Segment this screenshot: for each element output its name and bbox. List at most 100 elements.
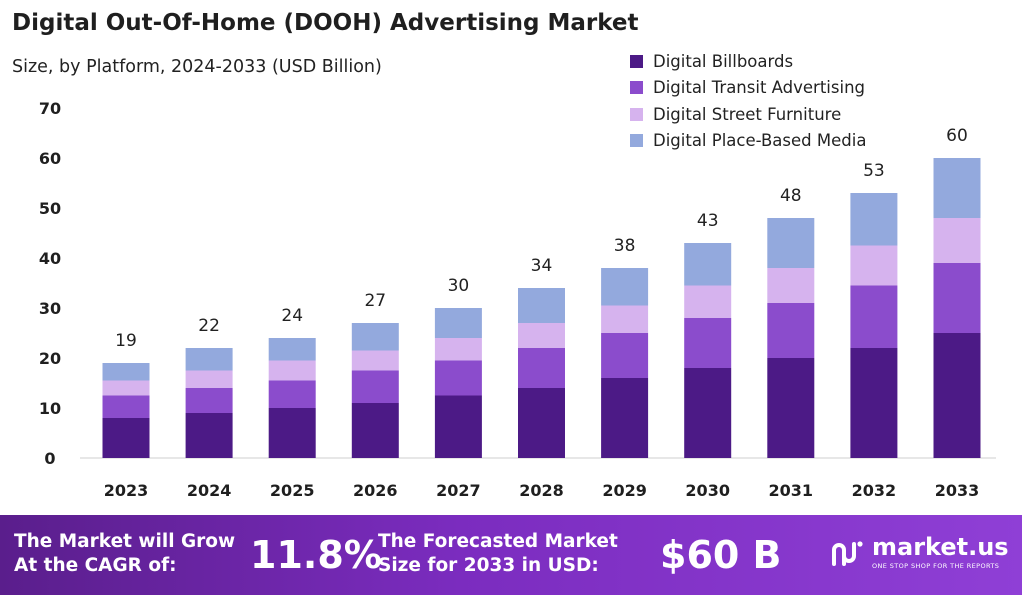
forecast-label-line1: The Forecasted Market bbox=[378, 531, 618, 552]
x-tick-label: 2028 bbox=[519, 481, 564, 500]
bar-segment bbox=[518, 388, 565, 458]
y-tick-label: 70 bbox=[39, 99, 61, 118]
bar-segment bbox=[933, 218, 981, 263]
x-tick-label: 2027 bbox=[436, 481, 481, 500]
y-tick-label: 10 bbox=[39, 399, 61, 418]
brand-logo[interactable]: market.us ONE STOP SHOP FOR THE REPORTS bbox=[830, 535, 1009, 570]
x-tick-label: 2031 bbox=[769, 481, 814, 500]
bar-segment bbox=[518, 288, 565, 323]
total-label: 60 bbox=[946, 126, 968, 146]
bar-segment bbox=[601, 305, 649, 333]
bar-stacks bbox=[102, 158, 981, 458]
legend-label: Digital Billboards bbox=[653, 51, 794, 71]
bar-segment bbox=[434, 360, 482, 396]
total-label: 53 bbox=[863, 161, 885, 181]
total-label: 43 bbox=[697, 211, 719, 231]
legend-item: Digital Place-Based Media bbox=[630, 128, 866, 155]
bar-segment bbox=[767, 218, 815, 268]
total-label: 19 bbox=[115, 331, 137, 351]
bar-segment bbox=[351, 323, 399, 351]
bar-segment bbox=[268, 380, 316, 408]
bar-segment bbox=[684, 285, 732, 318]
bar-segment bbox=[850, 193, 898, 246]
bar-segment bbox=[268, 408, 316, 458]
total-label: 34 bbox=[531, 256, 553, 276]
bar-segment bbox=[268, 360, 316, 381]
legend-swatch bbox=[630, 81, 643, 95]
bar-segment bbox=[933, 263, 981, 333]
bar-segment bbox=[185, 413, 233, 458]
bar-segment bbox=[434, 395, 482, 458]
chart-title: Digital Out-Of-Home (DOOH) Advertising M… bbox=[12, 10, 639, 36]
total-labels: 19 22 24 27 30 34 38 43 48 53 60 bbox=[115, 126, 968, 351]
bar-segment bbox=[185, 370, 233, 388]
bar-segment bbox=[102, 418, 150, 458]
logo-text: market.us ONE STOP SHOP FOR THE REPORTS bbox=[872, 535, 1009, 570]
total-label: 48 bbox=[780, 186, 802, 206]
bar-segment bbox=[351, 370, 399, 403]
legend-item: Digital Street Furniture bbox=[630, 101, 866, 128]
y-tick-label: 40 bbox=[39, 249, 61, 268]
forecast-value: $60 B bbox=[660, 533, 782, 577]
y-tick-label: 20 bbox=[39, 349, 61, 368]
y-tick-label: 60 bbox=[39, 149, 61, 168]
legend-swatch bbox=[630, 54, 643, 68]
y-tick-label: 50 bbox=[39, 199, 61, 218]
logo-tagline: ONE STOP SHOP FOR THE REPORTS bbox=[872, 562, 1000, 570]
cagr-label: The Market will Grow At the CAGR of: bbox=[14, 530, 235, 578]
cagr-label-line2: At the CAGR of: bbox=[14, 555, 177, 576]
legend-swatch bbox=[630, 134, 643, 148]
bar-segment bbox=[850, 245, 898, 286]
bar-segment bbox=[850, 348, 898, 458]
bar-segment bbox=[102, 395, 150, 418]
bar-segment bbox=[601, 378, 649, 458]
x-tick-label: 2033 bbox=[935, 481, 980, 500]
legend-label: Digital Place-Based Media bbox=[653, 131, 867, 151]
bar-segment bbox=[102, 380, 150, 396]
legend-item: Digital Transit Advertising bbox=[630, 75, 866, 102]
bar-segment bbox=[351, 403, 399, 458]
y-axis-ticks: 0 10 20 30 40 50 60 70 bbox=[39, 99, 61, 468]
bar-segment bbox=[601, 268, 649, 306]
bar-segment bbox=[185, 388, 233, 413]
legend: Digital Billboards Digital Transit Adver… bbox=[630, 48, 866, 154]
bar-segment bbox=[434, 338, 482, 361]
bar-segment bbox=[518, 348, 565, 388]
bar-segment bbox=[518, 323, 565, 348]
x-tick-label: 2024 bbox=[187, 481, 232, 500]
legend-label: Digital Street Furniture bbox=[653, 104, 842, 124]
bar-segment bbox=[185, 348, 233, 371]
chart-subtitle: Size, by Platform, 2024-2033 (USD Billio… bbox=[12, 57, 382, 77]
bar-segment bbox=[601, 333, 649, 378]
total-label: 22 bbox=[198, 316, 220, 336]
bar-segment bbox=[351, 350, 399, 371]
x-tick-label: 2029 bbox=[602, 481, 647, 500]
legend-item: Digital Billboards bbox=[630, 48, 866, 75]
bar-segment bbox=[684, 318, 732, 368]
cagr-label-line1: The Market will Grow bbox=[14, 531, 236, 552]
forecast-label-line2: Size for 2033 in USD: bbox=[378, 555, 599, 576]
total-label: 24 bbox=[281, 306, 303, 326]
market-us-logo-icon bbox=[832, 540, 863, 566]
bar-segment bbox=[850, 285, 898, 348]
bar-segment bbox=[933, 158, 981, 218]
cagr-value: 11.8% bbox=[250, 533, 382, 577]
total-label: 38 bbox=[614, 236, 636, 256]
y-tick-label: 0 bbox=[44, 449, 55, 468]
summary-banner: The Market will Grow At the CAGR of: 11.… bbox=[0, 515, 1022, 595]
bar-segment bbox=[767, 303, 815, 358]
forecast-label: The Forecasted Market Size for 2033 in U… bbox=[378, 530, 618, 578]
x-tick-label: 2032 bbox=[852, 481, 897, 500]
total-label: 30 bbox=[448, 276, 470, 296]
x-tick-label: 2030 bbox=[685, 481, 730, 500]
logo-name: market.us bbox=[872, 533, 1009, 561]
bar-segment bbox=[933, 333, 981, 458]
x-tick-label: 2023 bbox=[104, 481, 149, 500]
bar-segment bbox=[434, 308, 482, 338]
total-label: 27 bbox=[364, 291, 386, 311]
bar-segment bbox=[102, 363, 150, 381]
bar-segment bbox=[767, 268, 815, 303]
x-tick-label: 2026 bbox=[353, 481, 398, 500]
bar-segment bbox=[684, 368, 732, 458]
